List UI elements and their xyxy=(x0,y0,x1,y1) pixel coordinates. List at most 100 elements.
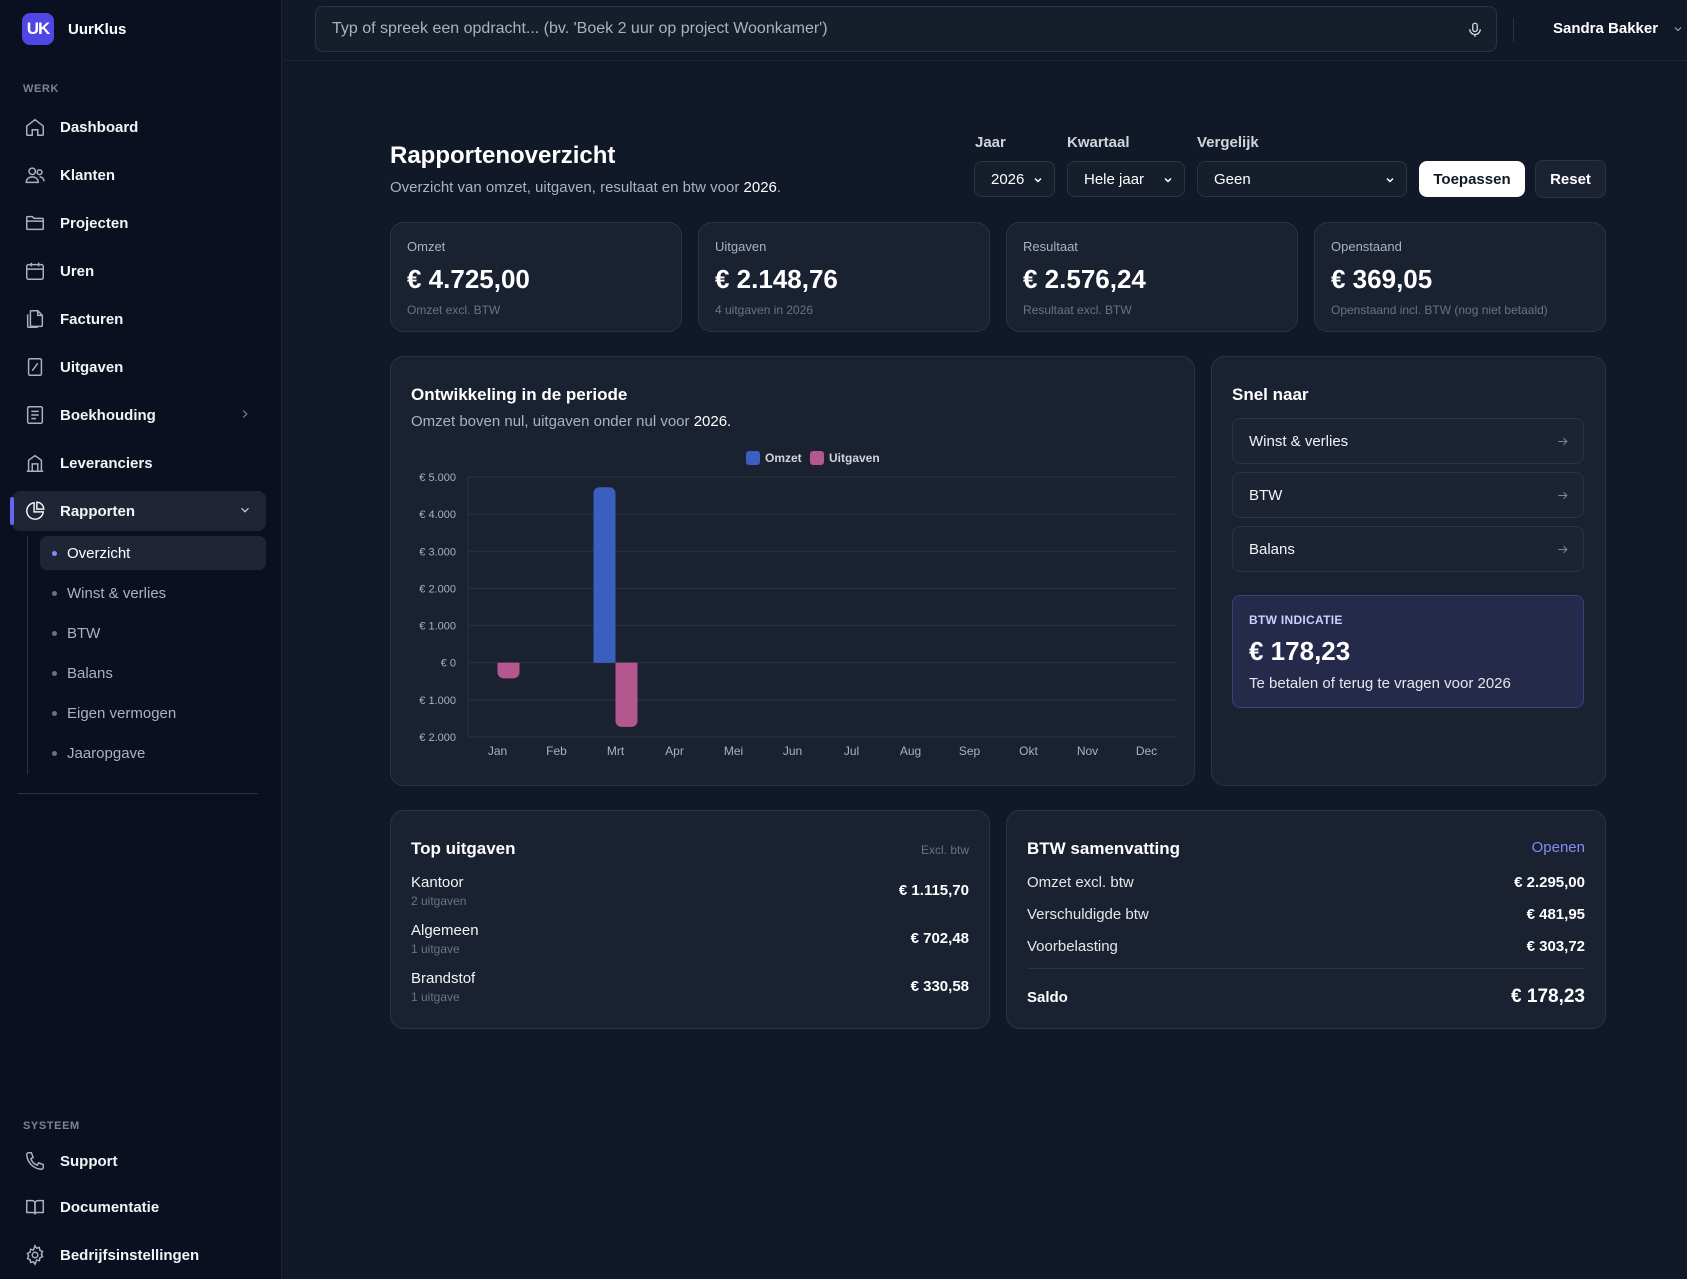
sidebar-item-label: Projecten xyxy=(60,214,129,232)
sidebar-item-leveranciers[interactable]: Leveranciers xyxy=(12,443,266,483)
btw-row-value: € 481,95 xyxy=(1526,906,1585,923)
subnav-item-btw[interactable]: BTW xyxy=(40,616,266,650)
btw-indicatie-sub: Te betalen of terug te vragen voor 2026 xyxy=(1249,675,1511,692)
kpi-card-resultaat: Resultaat € 2.576,24 Resultaat excl. BTW xyxy=(1006,222,1298,332)
btw-summary-row: Verschuldigde btw € 481,95 xyxy=(1027,906,1585,923)
compare-select[interactable]: Geen xyxy=(1197,161,1407,197)
bullet-icon xyxy=(52,670,57,676)
quick-links-card: Snel naar Winst & verlies BTW Balans BTW… xyxy=(1211,356,1606,786)
x-tick-label: Aug xyxy=(900,744,921,758)
kpi-value: € 369,05 xyxy=(1331,264,1433,294)
kpi-sub: Omzet excl. BTW xyxy=(407,303,501,317)
sidebar-item-bedrijfsinstellingen[interactable]: Bedrijfsinstellingen xyxy=(12,1235,266,1275)
sidebar-item-uitgaven[interactable]: Uitgaven xyxy=(12,347,266,387)
chart-subtitle-text: Omzet boven nul, uitgaven onder nul voor xyxy=(411,413,690,430)
sidebar-item-facturen[interactable]: Facturen xyxy=(12,299,266,339)
topbar: Typ of spreek een opdracht... (bv. 'Boek… xyxy=(283,0,1687,61)
btw-summary-row: Omzet excl. btw € 2.295,00 xyxy=(1027,874,1585,891)
reset-button[interactable]: Reset xyxy=(1535,160,1606,198)
sidebar-item-projecten[interactable]: Projecten xyxy=(12,203,266,243)
apply-button[interactable]: Toepassen xyxy=(1419,161,1525,197)
sidebar-item-rapporten[interactable]: Rapporten xyxy=(10,491,266,531)
subnav-label: BTW xyxy=(67,624,101,642)
chevron-down-icon xyxy=(1034,177,1042,183)
sidebar-item-label: Uren xyxy=(60,262,95,280)
folder-icon xyxy=(26,215,44,231)
sidebar-item-support[interactable]: Support xyxy=(12,1141,266,1181)
bullet-icon xyxy=(52,710,57,716)
page-subtitle: Overzicht van omzet, uitgaven, resultaat… xyxy=(390,179,782,196)
sidebar-item-documentatie[interactable]: Documentatie xyxy=(12,1187,266,1227)
subnav-item-overzicht[interactable]: Overzicht xyxy=(40,536,266,570)
chart-card-title: Ontwikkeling in de periode xyxy=(411,385,628,404)
x-tick-label: Mei xyxy=(724,744,743,758)
kpi-sub: Openstaand incl. BTW (nog niet betaald) xyxy=(1331,303,1548,317)
kpi-value: € 2.576,24 xyxy=(1023,264,1146,294)
section-label-work: WERK xyxy=(23,83,60,95)
microphone-icon[interactable] xyxy=(1466,21,1484,39)
btw-row-value: € 2.295,00 xyxy=(1514,874,1585,891)
btw-summary-divider xyxy=(1027,968,1585,969)
expense-row: Kantoor 2 uitgaven € 1.115,70 xyxy=(411,874,969,908)
sidebar-item-klanten[interactable]: Klanten xyxy=(12,155,266,195)
bullet-icon xyxy=(52,750,57,756)
btw-row-label: Verschuldigde btw xyxy=(1027,906,1149,923)
legend-swatch-omzet xyxy=(746,451,760,465)
receipt-icon xyxy=(27,358,43,376)
sidebar-divider xyxy=(18,793,258,794)
ledger-icon xyxy=(26,406,44,424)
year-select[interactable]: 2026 xyxy=(974,161,1055,197)
sidebar-item-boekhouding[interactable]: Boekhouding xyxy=(12,395,266,435)
sidebar-item-label: Klanten xyxy=(60,166,116,184)
system-nav: Support Documentatie Bedrijfsinstellinge… xyxy=(12,1141,266,1279)
main-nav: Dashboard Klanten Projecten Uren Facture… xyxy=(10,107,266,539)
kpi-label: Resultaat xyxy=(1023,239,1078,254)
chevron-down-icon xyxy=(1164,177,1172,183)
brand[interactable]: UK UurKlus xyxy=(22,13,126,45)
chevron-right-icon xyxy=(242,410,248,418)
quick-link-btw[interactable]: BTW xyxy=(1232,472,1584,518)
btw-indicatie-label: BTW INDICATIE xyxy=(1249,613,1343,627)
quick-link-label: Balans xyxy=(1249,540,1295,558)
filter-label-vergelijk: Vergelijk xyxy=(1197,134,1259,151)
expense-value: € 1.115,70 xyxy=(898,882,969,899)
top-expenses-title: Top uitgaven xyxy=(411,839,516,858)
y-tick-label: € 0 xyxy=(441,658,456,670)
chevron-down-icon xyxy=(241,507,249,513)
expense-value: € 702,48 xyxy=(910,930,969,947)
y-tick-label: € 1.000 xyxy=(419,695,456,707)
filter-label-kwartaal: Kwartaal xyxy=(1067,134,1130,151)
page-title: Rapportenoverzicht xyxy=(390,142,616,169)
kpi-label: Uitgaven xyxy=(715,239,767,254)
command-search-input[interactable]: Typ of spreek een opdracht... (bv. 'Boek… xyxy=(315,6,1497,52)
bar-uitgaven xyxy=(615,662,638,727)
arrow-right-icon xyxy=(1558,545,1568,554)
x-tick-label: Jun xyxy=(783,744,802,758)
expense-label: Algemeen xyxy=(411,922,479,939)
quick-link-label: Winst & verlies xyxy=(1249,432,1349,450)
topbar-divider xyxy=(1513,18,1514,42)
expense-row: Algemeen 1 uitgave € 702,48 xyxy=(411,922,969,956)
subnav-item-eigen-vermogen[interactable]: Eigen vermogen xyxy=(40,696,266,730)
kpi-label: Omzet xyxy=(407,239,446,254)
chart-card-subtitle: Omzet boven nul, uitgaven onder nul voor… xyxy=(411,413,731,430)
arrow-right-icon xyxy=(1558,437,1568,446)
btw-summary-open-link[interactable]: Openen xyxy=(1531,839,1585,856)
quick-link-winst-verlies[interactable]: Winst & verlies xyxy=(1232,418,1584,464)
btw-summary-title: BTW samenvatting xyxy=(1027,839,1181,858)
sidebar-item-uren[interactable]: Uren xyxy=(12,251,266,291)
sidebar-item-dashboard[interactable]: Dashboard xyxy=(12,107,266,147)
development-chart: € 5.000 € 4.000 € 3.000 € 2.000 € 1.000 € 0 € … xyxy=(419,451,1176,758)
user-menu[interactable]: Sandra Bakker xyxy=(1553,20,1684,37)
y-tick-label: € 3.000 xyxy=(419,546,456,558)
quick-link-balans[interactable]: Balans xyxy=(1232,526,1584,572)
documents-icon xyxy=(26,310,44,328)
subnav-item-balans[interactable]: Balans xyxy=(40,656,266,690)
book-icon xyxy=(26,1199,44,1215)
subnav-item-jaaropgave[interactable]: Jaaropgave xyxy=(40,736,266,770)
expense-value: € 330,58 xyxy=(910,978,969,995)
compare-select-value: Geen xyxy=(1214,170,1251,188)
subnav-item-winst-verlies[interactable]: Winst & verlies xyxy=(40,576,266,610)
chevron-down-icon xyxy=(1386,177,1394,183)
quarter-select[interactable]: Hele jaar xyxy=(1067,161,1185,197)
